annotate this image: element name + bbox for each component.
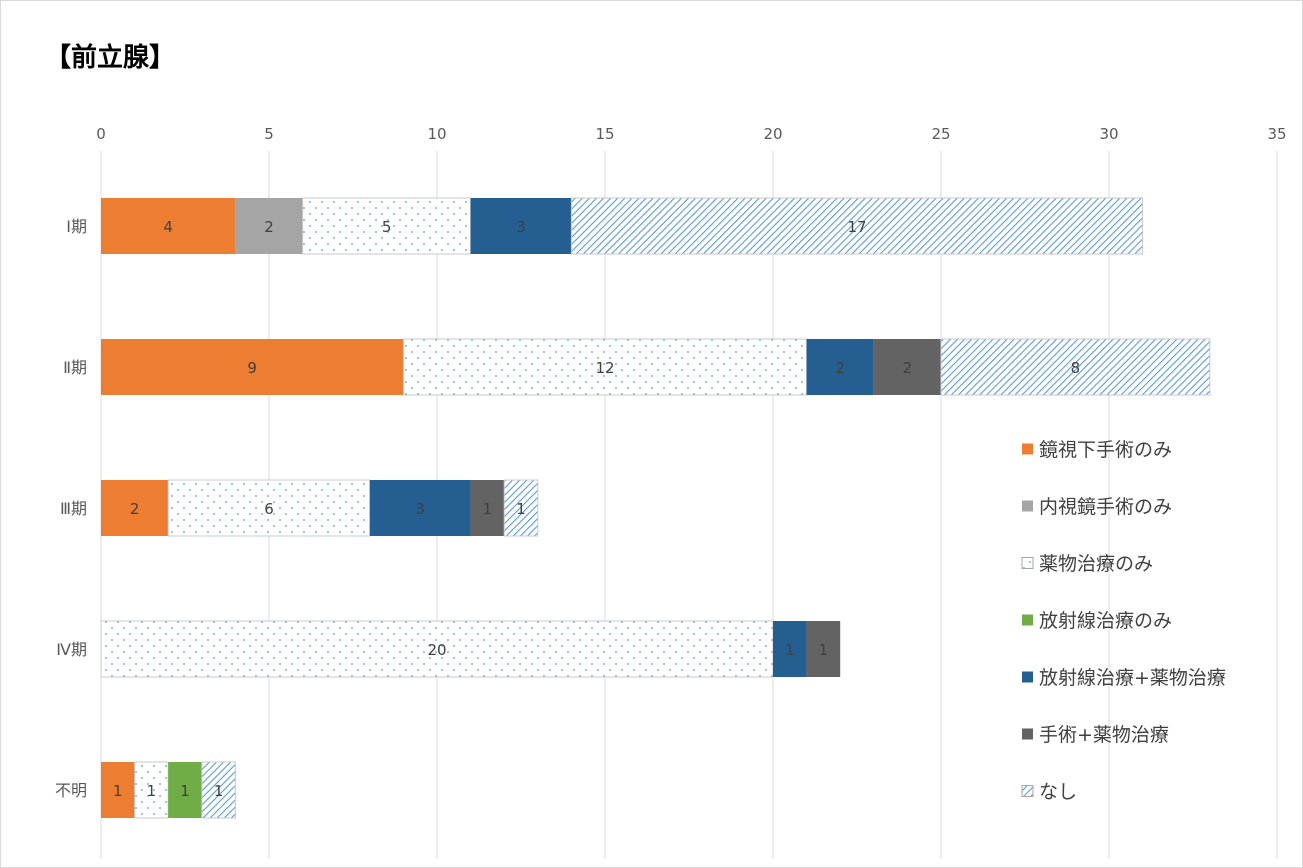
data-label-2-0: 2: [130, 500, 140, 518]
legend-label-0: 鏡視下手術のみ: [1039, 439, 1172, 461]
data-label-0-1: 2: [264, 218, 274, 236]
data-label-2-2: 6: [264, 500, 274, 518]
bar-0-4: [470, 198, 572, 254]
data-label-1-6: 8: [1071, 359, 1081, 377]
category-label-3: Ⅳ期: [56, 640, 87, 659]
bar-0-6: [570, 197, 1144, 255]
data-label-0-2: 5: [382, 218, 392, 236]
x-tick-label-5: 5: [264, 125, 274, 143]
x-tick-label-0: 0: [96, 125, 106, 143]
bar-4-6: [201, 761, 236, 819]
legend-swatch-0: [1022, 443, 1033, 455]
data-label-3-5: 1: [819, 641, 829, 659]
bar-2-4: [369, 480, 471, 536]
data-label-3-4: 1: [785, 641, 795, 659]
x-tick-label-35: 35: [1267, 125, 1286, 143]
bar-4-3: [168, 762, 202, 818]
legend-swatch-6: [1021, 785, 1034, 797]
bar-2-5: [470, 480, 505, 536]
data-label-0-0: 4: [163, 218, 173, 236]
data-label-3-2: 20: [427, 641, 446, 659]
bar-0-2: [302, 197, 472, 255]
x-axis-ticks: 0 5 10 15 20 25 30 35: [96, 125, 1286, 143]
bar-1-2: [402, 338, 808, 396]
x-tick-label-30: 30: [1099, 125, 1118, 143]
legend-swatch-3: [1022, 614, 1033, 626]
legend-label-3: 放射線治療のみ: [1039, 610, 1172, 632]
x-tick-label-10: 10: [427, 125, 446, 143]
legend-swatch-4: [1022, 671, 1033, 683]
bar-1-6: [940, 338, 1211, 396]
x-tick-label-15: 15: [595, 125, 614, 143]
category-label-1: Ⅱ期: [63, 358, 87, 377]
legend-label-6: なし: [1039, 781, 1077, 803]
category-label-2: Ⅲ期: [60, 499, 87, 518]
legend-swatch-2: [1021, 557, 1034, 569]
legend-label-1: 内視鏡手術のみ: [1039, 496, 1172, 518]
bar-3-4: [773, 621, 807, 677]
legend-label-2: 薬物治療のみ: [1039, 553, 1153, 575]
data-label-0-6: 17: [847, 218, 866, 236]
bar-2-2: [167, 479, 371, 537]
bar-4-2: [134, 761, 169, 819]
category-label-0: Ⅰ期: [66, 217, 87, 236]
category-label-4: 不明: [55, 781, 87, 800]
data-label-0-4: 3: [516, 218, 526, 236]
bar-0-0: [101, 198, 236, 254]
legend: 鏡視下手術のみ内視鏡手術のみ薬物治療のみ放射線治療のみ放射線治療+薬物治療手術+…: [1021, 439, 1226, 803]
chart-title: 【前立腺】: [45, 43, 176, 73]
bar-2-6: [503, 479, 539, 537]
data-label-4-2: 1: [147, 782, 157, 800]
data-label-4-3: 1: [180, 782, 190, 800]
data-label-2-6: 1: [516, 500, 526, 518]
bar-1-5: [873, 339, 941, 395]
bar-3-5: [806, 621, 841, 677]
bar-2-0: [101, 480, 169, 536]
data-label-1-0: 9: [247, 359, 257, 377]
x-tick-label-20: 20: [763, 125, 782, 143]
data-label-1-5: 2: [903, 359, 913, 377]
legend-label-5: 手術+薬物治療: [1039, 724, 1169, 746]
x-tick-label-25: 25: [931, 125, 950, 143]
data-label-4-0: 1: [113, 782, 123, 800]
legend-swatch-1: [1022, 500, 1033, 512]
bar-3-2: [100, 620, 774, 678]
data-label-4-6: 1: [214, 782, 224, 800]
bar-4-0: [101, 762, 135, 818]
data-label-2-5: 1: [483, 500, 493, 518]
legend-swatch-5: [1022, 728, 1033, 740]
data-label-2-4: 3: [415, 500, 425, 518]
bar-1-0: [101, 339, 404, 395]
data-label-1-4: 2: [835, 359, 845, 377]
bars: [100, 197, 1211, 819]
bar-0-1: [235, 198, 303, 254]
bar-1-4: [806, 339, 874, 395]
legend-label-4: 放射線治療+薬物治療: [1039, 667, 1226, 689]
data-label-1-2: 12: [595, 359, 614, 377]
data-labels: 4 2 5 3 17 9 12 2 2 8 2 6 3 1 1 20 1 1 1 1 1 1: [113, 218, 1080, 800]
